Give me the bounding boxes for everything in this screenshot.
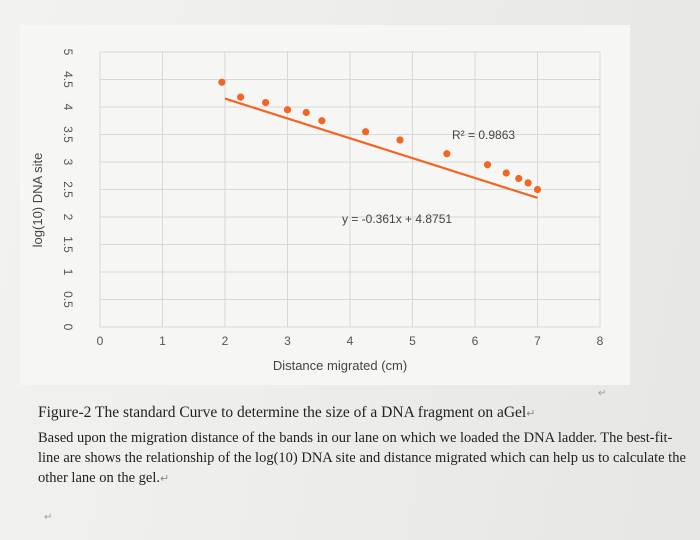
scatter-chart: 0 0.5 1 1.5 2 2.5 3 3.5 4 4.5 5 0 1 2 3 4 5 6 7 8 Distance…	[30, 49, 604, 373]
x-tick-label: 2	[222, 334, 229, 348]
data-point	[318, 117, 326, 125]
data-point	[362, 128, 370, 136]
stray-mark-icon: ↵	[44, 512, 53, 523]
data-point	[483, 161, 492, 169]
x-tick-label: 1	[159, 334, 166, 348]
r-squared-label: R² = 0.9863	[452, 128, 515, 142]
data-points	[218, 78, 542, 194]
y-axis-title: log(10) DNA site	[30, 153, 45, 248]
y-tick-label: 3	[61, 159, 75, 166]
trendline-equation-label: y = -0.361x + 4.8751	[342, 212, 452, 226]
y-tick-label: 3.5	[61, 126, 75, 143]
paragraph-mark-icon: ↵	[526, 408, 536, 420]
y-tick-label: 0.5	[61, 291, 75, 308]
x-tick-label: 8	[597, 334, 604, 348]
y-tick-label: 1.5	[61, 236, 75, 253]
y-tick-label: 4.5	[61, 71, 75, 88]
data-point	[524, 179, 532, 187]
y-tick-labels: 0 0.5 1 1.5 2 2.5 3 3.5 4 4.5 5	[61, 49, 75, 331]
data-point	[262, 99, 270, 107]
data-point	[302, 108, 310, 117]
trendline	[224, 97, 538, 199]
data-point	[237, 93, 245, 101]
y-tick-label: 0	[61, 324, 75, 331]
chart-frame	[20, 25, 630, 385]
y-tick-label: 2.5	[61, 181, 75, 198]
data-point	[515, 174, 523, 183]
x-tick-label: 6	[472, 334, 479, 348]
figure-caption: Figure-2 The standard Curve to determine…	[38, 404, 688, 489]
data-point	[396, 136, 404, 144]
y-tick-label: 2	[61, 214, 75, 221]
stray-mark-icon: ↵	[598, 388, 607, 399]
y-tick-label: 4	[61, 104, 75, 111]
trendline-group	[224, 97, 538, 199]
x-tick-label: 5	[409, 334, 416, 348]
data-point	[218, 78, 226, 86]
x-tick-label: 7	[534, 334, 541, 348]
data-point	[502, 169, 510, 177]
x-tick-label: 3	[284, 334, 291, 348]
y-tick-label: 1	[61, 269, 75, 276]
x-tick-label: 0	[97, 334, 104, 348]
data-point	[283, 106, 292, 114]
x-tick-labels: 0 1 2 3 4 5 6 7 8	[97, 334, 604, 348]
data-point	[443, 150, 451, 158]
x-axis-title: Distance migrated (cm)	[273, 358, 407, 373]
figure-description: Based upon the migration distance of the…	[38, 430, 686, 486]
figure-title: Figure-2 The standard Curve to determine…	[38, 404, 527, 421]
y-tick-label: 5	[61, 49, 75, 56]
data-point	[533, 185, 542, 194]
x-tick-label: 4	[347, 334, 354, 348]
paragraph-mark-icon: ↵	[160, 473, 170, 485]
chart-grid	[99, 51, 601, 328]
